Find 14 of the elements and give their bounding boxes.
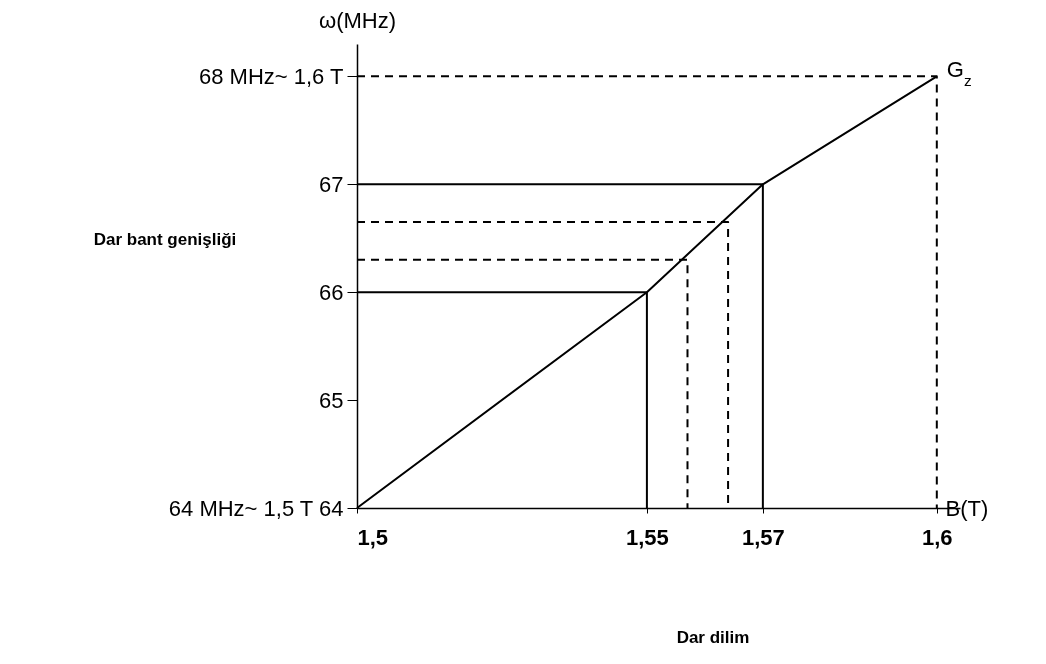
y-tick-label: 65 (319, 387, 344, 413)
y-tick-label: 67 (319, 171, 344, 197)
annotation: G$_{z}$ (946, 57, 972, 89)
y-tick-label: 68 MHz~ 1,6 T (199, 63, 344, 89)
y-axis-title: ω(MHz) (318, 7, 397, 33)
text: Dar bant genişliği (93, 230, 237, 249)
y-tick-label: 64 MHz~ 1,5 T 64 (168, 495, 344, 521)
x-axis-title: B(T) (945, 495, 989, 521)
x-tick-label: 1,55 (625, 524, 669, 550)
text: Dar dilim (676, 628, 750, 647)
x-tick-label: 1,5 (357, 524, 389, 550)
x-tick-label: 1,57 (741, 524, 785, 550)
x-tick-label: 1,6 (922, 524, 953, 550)
y-tick-label: 66 (319, 279, 344, 305)
